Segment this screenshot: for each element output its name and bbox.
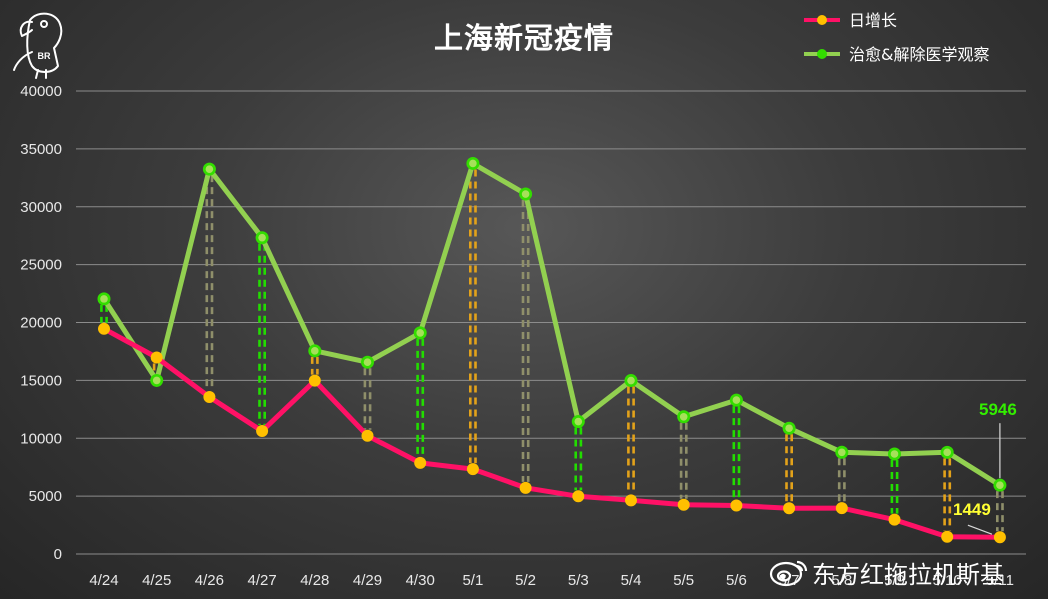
marker-daily — [256, 425, 269, 438]
marker-recovered-center — [627, 376, 635, 385]
marker-daily — [993, 531, 1006, 544]
legend-item-daily: 日增长 — [804, 11, 897, 30]
y-axis: 0 5000 10000 15000 20000 25000 30000 35000 40000 — [20, 83, 62, 563]
marker-recovered-center — [363, 358, 372, 367]
marker-daily — [835, 502, 848, 515]
marker-recovered-center — [785, 424, 793, 433]
marker-daily — [308, 374, 321, 387]
x-tick-label: 4/27 — [247, 572, 276, 589]
marker-daily — [361, 429, 374, 442]
series-line-daily — [101, 326, 1003, 540]
marker-daily — [888, 513, 901, 526]
marker-recovered-center — [838, 448, 846, 457]
marker-daily — [519, 481, 532, 494]
x-tick-label: 5/2 — [515, 572, 536, 589]
x-tick-label: 5/6 — [726, 572, 747, 589]
marker-daily — [150, 351, 163, 364]
y-tick-label: 30000 — [20, 199, 62, 216]
y-tick-label: 40000 — [20, 83, 62, 100]
drop-lines — [100, 169, 1004, 532]
x-tick-label: 4/24 — [89, 572, 118, 589]
marker-daily — [572, 490, 585, 503]
marker-daily — [466, 463, 479, 476]
y-tick-label: 10000 — [20, 430, 62, 447]
legend-label-recovered: 治愈&解除医学观察 — [849, 45, 989, 64]
x-tick-label: 4/30 — [406, 572, 435, 589]
series-line-recovered — [101, 161, 1003, 488]
x-tick-label: 5/3 — [568, 572, 589, 589]
x-tick-label: 5/10 — [933, 572, 962, 589]
legend-label-daily: 日增长 — [849, 11, 897, 30]
x-tick-label: 4/28 — [300, 572, 329, 589]
marker-daily — [677, 498, 690, 511]
callout-label: 1449 — [953, 500, 991, 519]
parrot-logo-icon: BR — [13, 12, 63, 79]
callout-leader — [967, 524, 993, 535]
watermark-text: 东方红拖拉机斯基 — [812, 561, 1004, 589]
x-tick-label: 5/4 — [621, 572, 642, 589]
marker-recovered-center — [100, 295, 108, 303]
marker-daily — [414, 456, 427, 469]
x-tick-label: 5/8 — [831, 572, 852, 589]
x-tick-label: 5/11 — [986, 572, 1014, 589]
marker-recovered-center — [574, 417, 583, 426]
x-tick-label: 5/1 — [462, 572, 483, 589]
x-tick-label: 4/29 — [353, 572, 382, 589]
y-tick-label: 15000 — [20, 372, 62, 389]
series-lines — [101, 161, 1003, 540]
marker-recovered-center — [732, 396, 741, 404]
y-tick-label: 0 — [54, 546, 62, 563]
marker-recovered-center — [258, 233, 266, 242]
marker-daily — [783, 502, 796, 515]
marker-recovered-center — [416, 329, 425, 337]
x-tick-label: 5/9 — [884, 572, 905, 589]
x-tick-label: 4/26 — [195, 572, 224, 589]
chart-title: 上海新冠疫情 — [434, 21, 614, 55]
callouts: 5946 1449 — [953, 400, 1017, 535]
y-tick-label: 35000 — [20, 141, 62, 158]
logo-text: BR — [38, 51, 51, 61]
callout-label: 5946 — [979, 400, 1017, 419]
legend: 日增长 治愈&解除医学观察 — [804, 11, 989, 64]
marker-recovered-center — [890, 450, 899, 458]
y-tick-label: 20000 — [20, 315, 62, 332]
x-tick-label: 5/5 — [673, 572, 694, 589]
marker-recovered-center — [679, 412, 688, 421]
marker-recovered-center — [469, 159, 477, 168]
marker-recovered-center — [943, 448, 951, 457]
series-markers — [97, 156, 1007, 544]
marker-daily — [203, 391, 216, 404]
marker-recovered-center — [521, 190, 530, 198]
marker-recovered-center — [311, 347, 319, 355]
x-tick-label: 4/25 — [142, 572, 171, 589]
marker-recovered-center — [205, 165, 214, 173]
marker-daily — [941, 530, 954, 543]
watermark: 东方红拖拉机斯基 — [769, 560, 1004, 589]
marker-daily — [98, 322, 110, 335]
legend-item-recovered: 治愈&解除医学观察 — [804, 45, 989, 64]
marker-recovered-center — [996, 481, 1004, 489]
y-tick-label: 25000 — [20, 257, 62, 274]
weibo-icon — [769, 560, 808, 587]
x-axis: 4/24 4/25 4/26 4/27 4/28 4/29 4/30 5/1 5/2 5/3 5/4… — [89, 572, 1014, 589]
marker-daily — [625, 494, 637, 507]
y-tick-label: 5000 — [29, 488, 62, 505]
marker-recovered-center — [152, 376, 161, 385]
gridlines — [76, 90, 1026, 555]
marker-daily — [730, 499, 743, 512]
